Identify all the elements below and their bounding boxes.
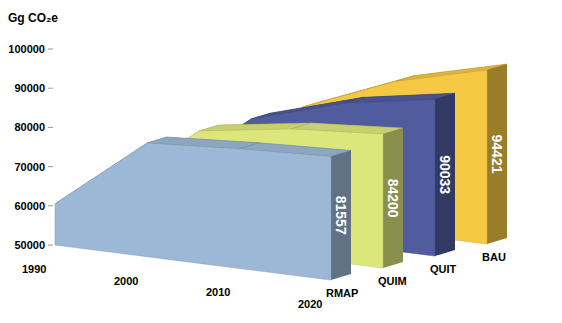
- plot-area: [55, 64, 507, 280]
- y-tick: [48, 127, 53, 128]
- slab-end: [383, 128, 403, 268]
- y-axis-label: Gg CO₂e: [8, 11, 58, 25]
- series-slab: [55, 137, 351, 280]
- y-tick-label: 80000: [14, 121, 45, 133]
- y-tick: [48, 49, 53, 50]
- labels: 94421 BAU 90033 QUIT 84200 QUIM 81557 RMAP 1990 2…: [22, 135, 506, 311]
- series-label: QUIT: [430, 263, 457, 275]
- y-tick-label: 90000: [14, 82, 45, 94]
- data-label: 90033: [437, 155, 453, 194]
- y-tick-label: 100000: [8, 43, 45, 55]
- y-tick: [48, 245, 53, 246]
- data-label: 81557: [333, 196, 349, 235]
- y-tick: [48, 166, 53, 167]
- y-tick-label: 50000: [14, 239, 45, 251]
- x-tick-label: 2020: [298, 298, 322, 310]
- slab-end: [331, 150, 351, 280]
- series-label: QUIM: [378, 275, 407, 287]
- y-tick-label: 60000: [14, 200, 45, 212]
- chart-svg: Gg CO₂e 50000 60000 70000 80000 90000 100000 94…: [0, 0, 562, 323]
- x-tick-label: 2000: [114, 275, 138, 287]
- slab-end: [487, 64, 507, 244]
- series-label: BAU: [482, 251, 506, 263]
- y-tick: [48, 88, 53, 89]
- x-tick-label: 2010: [206, 286, 230, 298]
- chart-container: Gg CO₂e 50000 60000 70000 80000 90000 100000 94…: [0, 0, 562, 323]
- series-label: RMAP: [326, 287, 358, 299]
- data-label: 94421: [489, 135, 505, 174]
- area-front: [55, 143, 331, 280]
- y-tick: [48, 205, 53, 206]
- x-tick-label: 1990: [22, 263, 46, 275]
- slab-end: [435, 93, 455, 256]
- data-label: 84200: [385, 179, 401, 218]
- y-tick-label: 70000: [14, 161, 45, 173]
